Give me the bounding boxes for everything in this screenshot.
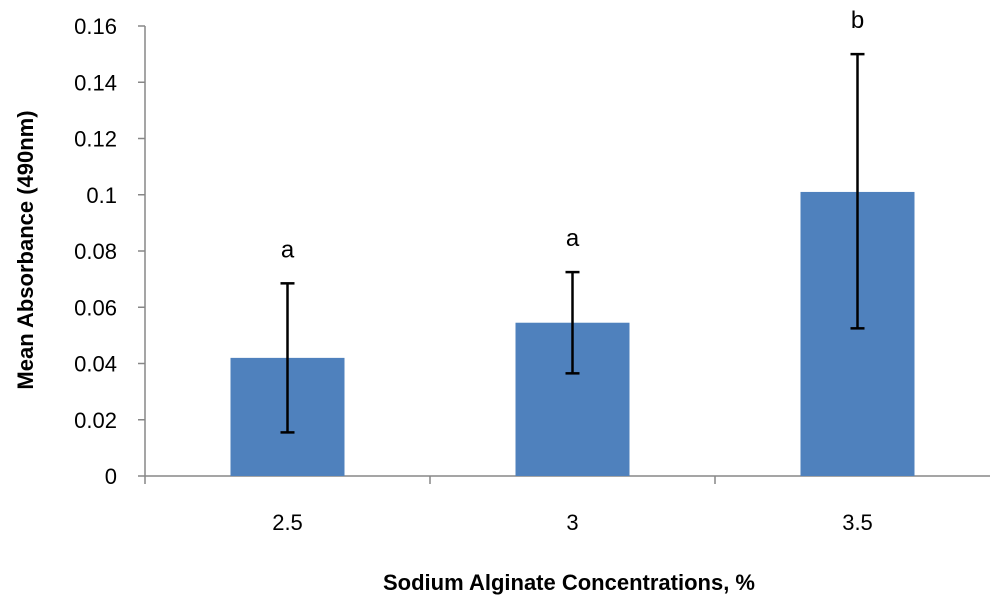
significance-labels: a a b — [281, 7, 864, 263]
x-axis-title: Sodium Alginate Concentrations, % — [383, 570, 755, 595]
significance-label: a — [281, 236, 295, 263]
error-bars — [280, 52, 865, 434]
y-tick-label: 0.08 — [74, 239, 117, 264]
y-tick-label: 0.16 — [74, 14, 117, 39]
x-axis: 2.5 3 3.5 — [144, 475, 990, 535]
x-tick-label: 2.5 — [272, 510, 303, 535]
y-tick-label: 0 — [105, 464, 117, 489]
y-tick-label: 0.12 — [74, 127, 117, 152]
y-tick-label: 0.04 — [74, 352, 117, 377]
significance-label: a — [566, 225, 580, 252]
y-axis-title: Mean Absorbance (490nm) — [13, 110, 38, 389]
y-tick-label: 0.14 — [74, 70, 117, 95]
significance-label: b — [851, 7, 864, 34]
y-axis: 0 0.02 0.04 0.06 0.08 0.1 0.12 0.14 0.16 — [74, 14, 146, 489]
x-tick-label: 3.5 — [842, 510, 873, 535]
x-tick-label: 3 — [566, 510, 578, 535]
y-tick-label: 0.06 — [74, 295, 117, 320]
y-tick-label: 0.1 — [86, 183, 117, 208]
y-tick-label: 0.02 — [74, 408, 117, 433]
